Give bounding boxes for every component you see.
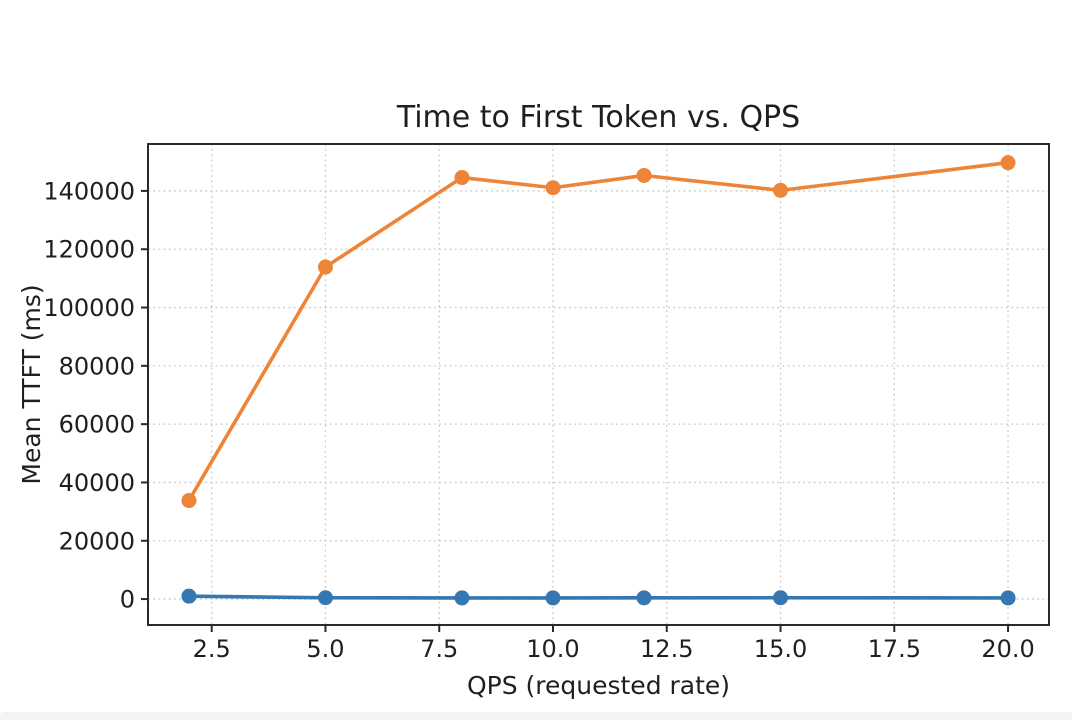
x-tick-label: 12.5 — [640, 635, 693, 663]
y-tick-label: 20000 — [59, 527, 135, 555]
data-point-series-2-orange — [773, 182, 789, 198]
data-point-series-2-orange — [1000, 155, 1016, 171]
data-point-series-1-blue — [181, 588, 197, 604]
data-point-series-1-blue — [317, 590, 333, 606]
x-tick-label: 2.5 — [193, 635, 231, 663]
data-point-series-2-orange — [636, 167, 652, 183]
data-point-series-2-orange — [181, 493, 197, 509]
y-axis-label: Mean TTFT (ms) — [17, 284, 46, 484]
data-point-series-2-orange — [317, 259, 333, 275]
chart-title: Time to First Token vs. QPS — [396, 100, 800, 135]
y-tick-label: 100000 — [43, 294, 135, 322]
x-tick-label: 20.0 — [981, 635, 1034, 663]
y-tick-label: 40000 — [59, 469, 135, 497]
x-axis-label: QPS (requested rate) — [467, 671, 730, 700]
data-point-series-1-blue — [636, 590, 652, 606]
data-point-series-2-orange — [454, 170, 470, 186]
data-point-series-2-orange — [545, 180, 561, 196]
x-tick-label: 5.0 — [306, 635, 344, 663]
data-point-series-1-blue — [1000, 590, 1016, 606]
y-tick-label: 120000 — [43, 236, 135, 264]
y-tick-label: 0 — [120, 586, 135, 614]
y-tick-label: 80000 — [59, 352, 135, 380]
data-point-series-1-blue — [454, 590, 470, 606]
y-tick-label: 60000 — [59, 411, 135, 439]
bottom-scroll-strip — [0, 712, 1072, 720]
data-line-series-1-blue — [187, 594, 1010, 600]
axes-spines — [147, 143, 1050, 626]
plot-area — [148, 144, 1049, 625]
data-point-series-1-blue — [545, 590, 561, 606]
x-tick-label: 15.0 — [754, 635, 807, 663]
x-tick-label: 10.0 — [526, 635, 579, 663]
data-point-series-1-blue — [773, 590, 789, 606]
x-tick-label: 7.5 — [420, 635, 458, 663]
y-tick-label: 140000 — [43, 177, 135, 205]
x-tick-label: 17.5 — [868, 635, 921, 663]
